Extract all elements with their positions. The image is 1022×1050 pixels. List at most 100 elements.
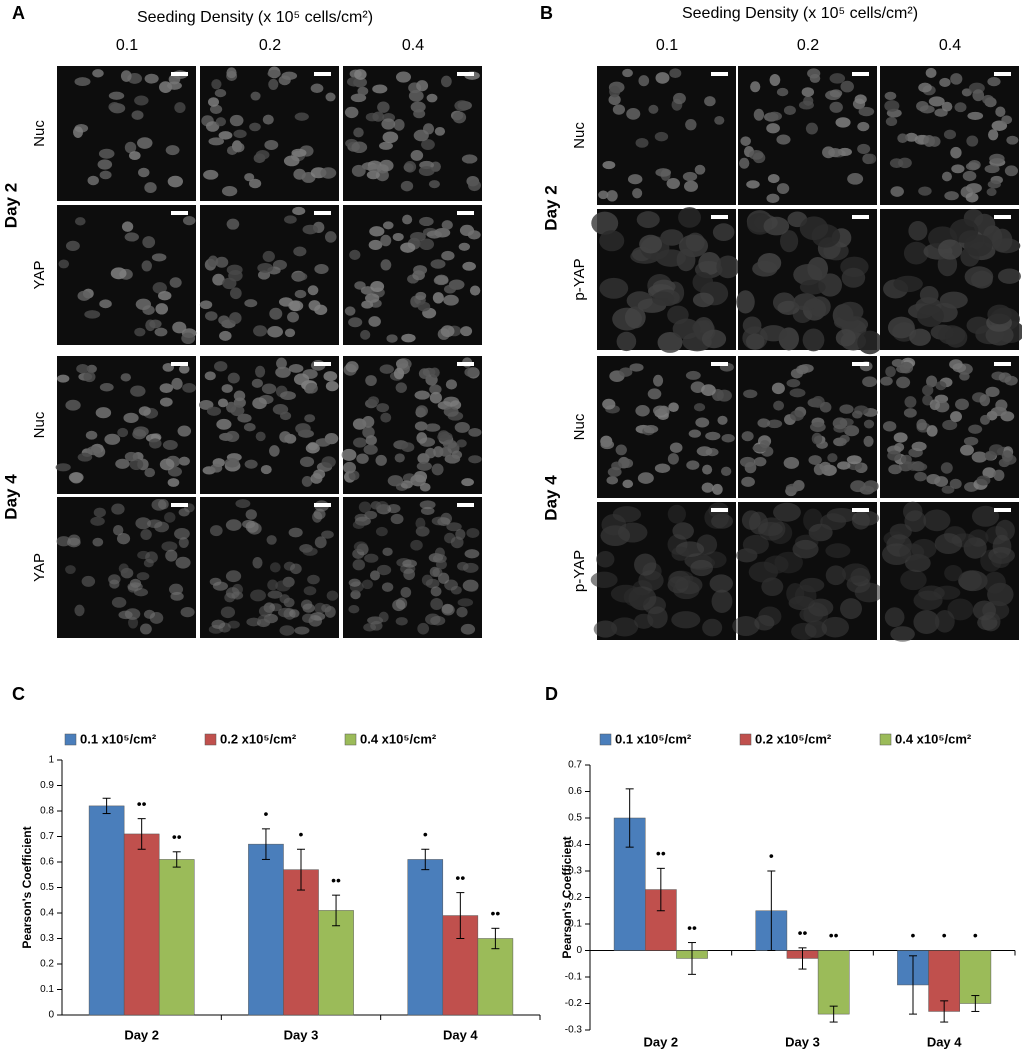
cell xyxy=(390,513,404,525)
cell xyxy=(365,435,377,446)
cell xyxy=(349,249,361,261)
cell xyxy=(305,382,318,394)
cell xyxy=(401,333,416,343)
cell xyxy=(712,223,735,242)
scale-bar xyxy=(457,362,474,366)
x-tick-label: Day 3 xyxy=(284,1027,319,1042)
cell xyxy=(980,414,991,425)
x-tick-label: Day 2 xyxy=(643,1034,678,1049)
cell xyxy=(961,88,972,97)
cell xyxy=(288,527,303,538)
cell xyxy=(375,501,389,513)
cell xyxy=(161,541,178,552)
cell xyxy=(97,159,113,170)
cell xyxy=(464,367,480,378)
cell xyxy=(111,503,125,515)
cell xyxy=(985,386,1000,398)
cell xyxy=(214,88,227,98)
significance-marker: • xyxy=(769,848,774,864)
cell xyxy=(315,438,331,447)
cell xyxy=(818,273,842,297)
cell xyxy=(169,277,182,288)
cell xyxy=(928,136,941,147)
y-tick-label: 0.5 xyxy=(568,813,582,824)
cell xyxy=(754,615,775,631)
cell xyxy=(783,456,800,469)
cell xyxy=(255,365,266,378)
cell xyxy=(257,262,274,273)
cell xyxy=(346,76,362,87)
cell xyxy=(776,134,791,145)
cell xyxy=(230,405,245,417)
cell xyxy=(159,397,173,407)
y-tick-label: 0.3 xyxy=(40,933,54,944)
cell xyxy=(803,95,814,106)
cell xyxy=(98,148,115,159)
cell xyxy=(108,574,121,585)
cell xyxy=(995,399,1008,411)
cell xyxy=(963,436,979,446)
cell xyxy=(693,403,706,412)
cell xyxy=(865,153,877,165)
cell xyxy=(164,512,176,523)
cell xyxy=(221,384,233,393)
cell xyxy=(810,421,826,432)
cell xyxy=(268,78,279,90)
cell xyxy=(323,371,338,382)
cell xyxy=(146,519,163,528)
cell xyxy=(839,404,854,414)
cell xyxy=(949,359,963,370)
cell xyxy=(987,180,1001,189)
cell xyxy=(944,191,959,201)
panel-label: A xyxy=(12,3,25,23)
cell xyxy=(247,522,262,535)
cell xyxy=(321,603,332,613)
cell xyxy=(832,417,848,430)
significance-marker: •• xyxy=(331,872,341,888)
cell xyxy=(307,574,320,585)
cell xyxy=(608,94,621,106)
cell xyxy=(752,260,778,277)
cell xyxy=(884,91,897,101)
cell xyxy=(251,378,263,388)
cell xyxy=(426,230,442,239)
cell xyxy=(87,175,99,186)
cell xyxy=(939,291,968,309)
cell xyxy=(351,164,366,177)
cell xyxy=(99,382,114,392)
cell xyxy=(267,69,281,78)
bar xyxy=(477,938,514,1016)
cell xyxy=(279,411,292,421)
cell xyxy=(989,153,1005,164)
cell xyxy=(203,169,219,180)
cell xyxy=(648,104,659,114)
cell xyxy=(302,547,318,556)
y-tick-label: 0.1 xyxy=(40,984,54,995)
cell xyxy=(387,475,404,487)
cell xyxy=(678,207,701,228)
x-tick-label: Day 3 xyxy=(785,1034,820,1049)
cell xyxy=(759,440,770,449)
cell xyxy=(172,321,187,334)
cell xyxy=(430,615,446,626)
cell xyxy=(99,299,112,309)
cell xyxy=(683,180,699,192)
cell xyxy=(353,127,364,138)
cell xyxy=(426,93,438,103)
bar xyxy=(817,950,850,1015)
cell xyxy=(464,549,480,559)
cell xyxy=(442,439,457,449)
cell xyxy=(599,277,629,299)
cell xyxy=(375,169,389,182)
cell xyxy=(326,590,339,601)
cell xyxy=(941,101,953,112)
cell xyxy=(462,562,479,573)
cell xyxy=(291,148,307,157)
cell xyxy=(344,306,356,316)
cell xyxy=(85,430,98,440)
cell xyxy=(414,390,430,400)
cell xyxy=(108,102,121,112)
cell xyxy=(636,211,660,228)
cell xyxy=(692,292,714,308)
cell xyxy=(997,268,1021,284)
